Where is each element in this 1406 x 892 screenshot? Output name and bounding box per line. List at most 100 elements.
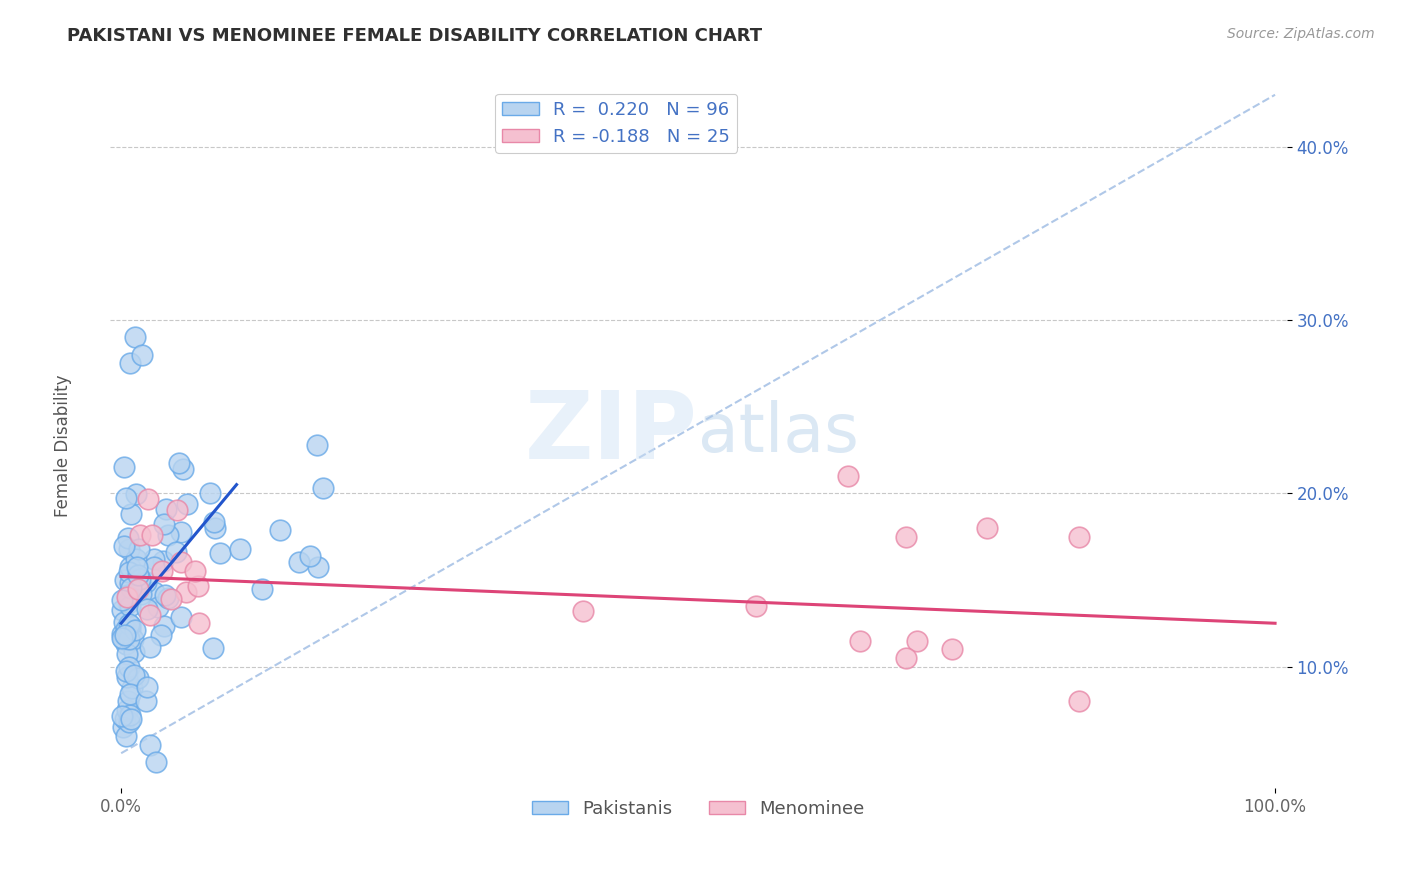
Point: [167, 456, 190, 470]
Point: [153, 619, 176, 633]
Point: [122, 632, 145, 646]
Point: [118, 688, 141, 702]
Point: [153, 516, 176, 531]
Point: [142, 559, 165, 574]
Point: [114, 460, 136, 475]
Point: [136, 492, 159, 507]
Point: [121, 681, 143, 695]
Text: PAKISTANI VS MENOMINEE FEMALE DISABILITY CORRELATION CHART: PAKISTANI VS MENOMINEE FEMALE DISABILITY…: [67, 27, 762, 45]
Point: [129, 579, 152, 593]
Point: [115, 622, 138, 636]
Point: [122, 645, 145, 659]
Point: [128, 527, 150, 541]
Point: [571, 604, 593, 618]
Point: [312, 481, 335, 495]
Point: [111, 709, 134, 723]
Point: [111, 593, 134, 607]
Point: [307, 438, 329, 452]
Text: ZIP: ZIP: [526, 386, 699, 479]
Point: [120, 575, 142, 590]
Point: [120, 581, 142, 595]
Point: [114, 491, 136, 505]
Point: [124, 330, 146, 344]
Point: [128, 572, 150, 586]
Point: [127, 567, 149, 582]
Point: [307, 560, 329, 574]
Point: [120, 712, 142, 726]
Point: [905, 633, 928, 648]
Point: [118, 632, 141, 647]
Point: [114, 712, 136, 726]
Point: [202, 515, 225, 529]
Point: [288, 555, 311, 569]
Point: [170, 525, 193, 540]
Point: [169, 610, 191, 624]
Point: [187, 615, 209, 630]
Text: Female Disability: Female Disability: [55, 375, 72, 517]
Point: [111, 627, 134, 641]
Point: [139, 640, 162, 655]
Point: [1067, 694, 1090, 708]
Point: [115, 637, 138, 651]
Point: [115, 703, 138, 717]
Point: [156, 591, 179, 606]
Point: [143, 552, 166, 566]
Point: [198, 486, 221, 500]
Point: [117, 694, 139, 708]
Point: [127, 671, 149, 685]
Point: [229, 541, 252, 556]
Point: [153, 588, 176, 602]
Point: [176, 497, 198, 511]
Point: [204, 520, 226, 534]
Point: [117, 532, 139, 546]
Point: [125, 552, 148, 566]
Point: [118, 622, 141, 636]
Point: [120, 507, 142, 521]
Point: [118, 599, 141, 613]
Point: [117, 670, 139, 684]
Text: atlas: atlas: [699, 400, 859, 466]
Point: [170, 555, 193, 569]
Point: [209, 546, 232, 560]
Point: [174, 584, 197, 599]
Point: [143, 584, 166, 599]
Point: [115, 647, 138, 661]
Point: [125, 560, 148, 574]
Point: [160, 591, 183, 606]
Point: [120, 708, 142, 723]
Point: [124, 624, 146, 638]
Point: [114, 574, 136, 588]
Point: [115, 591, 138, 605]
Point: [148, 600, 170, 615]
Point: [112, 720, 135, 734]
Point: [894, 651, 917, 665]
Point: [117, 588, 139, 602]
Point: [848, 633, 870, 648]
Point: [139, 607, 162, 622]
Point: [135, 680, 157, 694]
Point: [111, 631, 134, 645]
Point: [114, 628, 136, 642]
Point: [976, 521, 998, 535]
Point: [135, 694, 157, 708]
Point: [139, 738, 162, 752]
Point: [145, 755, 167, 769]
Point: [112, 632, 135, 647]
Point: [118, 714, 141, 729]
Point: [117, 596, 139, 610]
Point: [115, 665, 138, 679]
Point: [112, 615, 135, 629]
Point: [135, 574, 157, 589]
Point: [745, 599, 768, 613]
Legend: Pakistanis, Menominee: Pakistanis, Menominee: [524, 793, 872, 825]
Point: [187, 579, 209, 593]
Point: [127, 582, 149, 596]
Point: [131, 587, 153, 601]
Point: [111, 603, 134, 617]
Point: [894, 530, 917, 544]
Text: Source: ZipAtlas.com: Source: ZipAtlas.com: [1227, 27, 1375, 41]
Point: [152, 554, 174, 568]
Point: [118, 541, 141, 556]
Point: [128, 542, 150, 557]
Point: [120, 560, 142, 574]
